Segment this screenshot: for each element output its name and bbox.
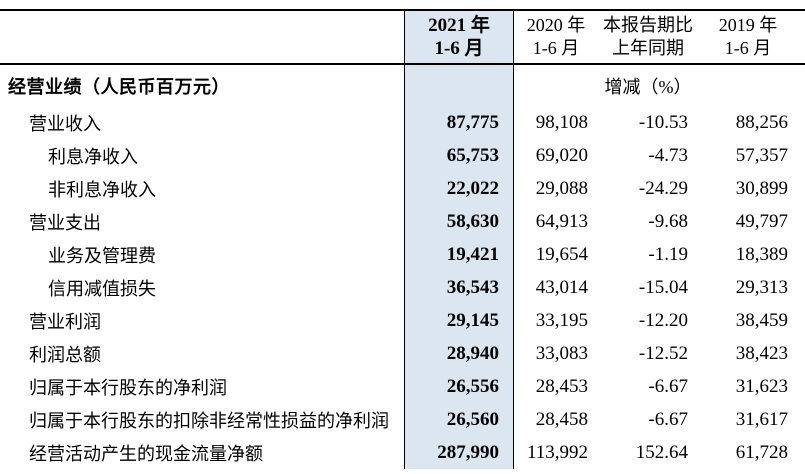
- row-label: 利息净收入: [48, 146, 138, 167]
- table-body: 营业收入 87,775 98,108 -10.53 88,256 利息净收入 6…: [0, 106, 805, 469]
- section-2021-cell: [404, 65, 514, 106]
- value-2019-cell: 57,357: [735, 144, 788, 166]
- row-label: 营业支出: [29, 212, 101, 233]
- value-2019-cell: 18,389: [735, 243, 788, 265]
- table-header-row: 2021 年 1-6 月 2020 年 1-6 月 本报告期比 上年同期 201…: [0, 11, 805, 65]
- value-2021-cell: 22,022: [404, 172, 514, 205]
- value-change-cell: -24.29: [638, 177, 688, 199]
- value-2019-cell: 31,617: [735, 408, 788, 430]
- header-2020-cell: 2020 年 1-6 月: [514, 14, 598, 60]
- table-row: 归属于本行股东的扣除非经常性损益的净利润 26,560 28,458 -6.67…: [0, 403, 805, 436]
- value-change-cell: -10.53: [638, 111, 688, 133]
- value-2020-cell: 29,088: [535, 177, 588, 199]
- header-change-cell: 本报告期比 上年同期: [598, 14, 698, 60]
- operating-results-table: 2021 年 1-6 月 2020 年 1-6 月 本报告期比 上年同期 201…: [0, 9, 805, 469]
- table-row: 非利息净收入 22,022 29,088 -24.29 30,899: [0, 172, 805, 205]
- value-change-cell: 152.64: [635, 441, 688, 463]
- row-label: 归属于本行股东的扣除非经常性损益的净利润: [29, 410, 389, 431]
- value-2020-cell: 98,108: [535, 111, 588, 133]
- header-2020-line2: 1-6 月: [532, 38, 580, 58]
- header-2021-cell: 2021 年 1-6 月: [404, 11, 514, 63]
- header-change-line2: 上年同期: [612, 38, 684, 58]
- table-row: 营业支出 58,630 64,913 -9.68 49,797: [0, 205, 805, 238]
- value-2020-cell: 28,453: [535, 375, 588, 397]
- value-2020-cell: 113,992: [526, 441, 588, 463]
- value-2020-cell: 28,458: [535, 408, 588, 430]
- value-change-cell: -15.04: [638, 276, 688, 298]
- section-title: 经营业绩（人民币百万元）: [8, 76, 230, 97]
- value-2020-cell: 33,083: [535, 342, 588, 364]
- value-2021-cell: 287,990: [404, 436, 514, 469]
- value-change-cell: -4.73: [648, 144, 688, 166]
- row-label: 业务及管理费: [48, 245, 156, 266]
- value-change-cell: -12.20: [638, 309, 688, 331]
- header-2019-cell: 2019 年 1-6 月: [698, 14, 798, 60]
- value-2019-cell: 38,423: [735, 342, 788, 364]
- row-label: 营业收入: [29, 113, 101, 134]
- value-2020-cell: 33,195: [535, 309, 588, 331]
- value-2019-cell: 61,728: [735, 441, 788, 463]
- value-2019-cell: 31,623: [735, 375, 788, 397]
- value-2020-cell: 64,913: [535, 210, 588, 232]
- value-2019-cell: 30,899: [735, 177, 788, 199]
- row-label: 归属于本行股东的净利润: [29, 377, 227, 398]
- value-change-cell: -1.19: [648, 243, 688, 265]
- header-2019-line2: 1-6 月: [724, 38, 772, 58]
- section-header-row: 经营业绩（人民币百万元） 增减（%）: [0, 65, 805, 106]
- header-2019-line1: 2019 年: [718, 15, 778, 35]
- row-label: 利润总额: [29, 344, 101, 365]
- value-2021-cell: 19,421: [404, 238, 514, 271]
- table-row: 归属于本行股东的净利润 26,556 28,453 -6.67 31,623: [0, 370, 805, 403]
- table-row: 信用减值损失 36,543 43,014 -15.04 29,313: [0, 271, 805, 304]
- value-2019-cell: 49,797: [735, 210, 788, 232]
- row-label: 营业利润: [29, 311, 101, 332]
- value-2021-cell: 87,775: [404, 106, 514, 139]
- header-2021-line1: 2021 年: [428, 15, 490, 36]
- value-2019-cell: 88,256: [735, 111, 788, 133]
- value-2019-cell: 38,459: [735, 309, 788, 331]
- row-label: 经营活动产生的现金流量净额: [29, 443, 263, 464]
- value-change-cell: -9.68: [648, 210, 688, 232]
- table-row: 业务及管理费 19,421 19,654 -1.19 18,389: [0, 238, 805, 271]
- header-change-line1: 本报告期比: [603, 15, 693, 35]
- row-label: 非利息净收入: [48, 179, 156, 200]
- value-change-cell: -12.52: [638, 342, 688, 364]
- value-2021-cell: 58,630: [404, 205, 514, 238]
- value-change-cell: -6.67: [648, 375, 688, 397]
- table-row: 利息净收入 65,753 69,020 -4.73 57,357: [0, 139, 805, 172]
- change-unit-label: 增减（%）: [604, 76, 692, 97]
- value-2021-cell: 36,543: [404, 271, 514, 304]
- row-label: 信用减值损失: [48, 278, 156, 299]
- value-2020-cell: 43,014: [535, 276, 588, 298]
- value-change-cell: -6.67: [648, 408, 688, 430]
- value-2020-cell: 19,654: [535, 243, 588, 265]
- value-2021-cell: 26,556: [404, 370, 514, 403]
- table-row: 利润总额 28,940 33,083 -12.52 38,423: [0, 337, 805, 370]
- value-2019-cell: 29,313: [735, 276, 788, 298]
- header-2020-line1: 2020 年: [526, 15, 586, 35]
- value-2021-cell: 28,940: [404, 337, 514, 370]
- table-row: 经营活动产生的现金流量净额 287,990 113,992 152.64 61,…: [0, 436, 805, 469]
- value-2021-cell: 29,145: [404, 304, 514, 337]
- header-2021-line2: 1-6 月: [434, 38, 484, 59]
- value-2020-cell: 69,020: [535, 144, 588, 166]
- table-row: 营业收入 87,775 98,108 -10.53 88,256: [0, 106, 805, 139]
- value-2021-cell: 26,560: [404, 403, 514, 436]
- value-2021-cell: 65,753: [404, 139, 514, 172]
- table-row: 营业利润 29,145 33,195 -12.20 38,459: [0, 304, 805, 337]
